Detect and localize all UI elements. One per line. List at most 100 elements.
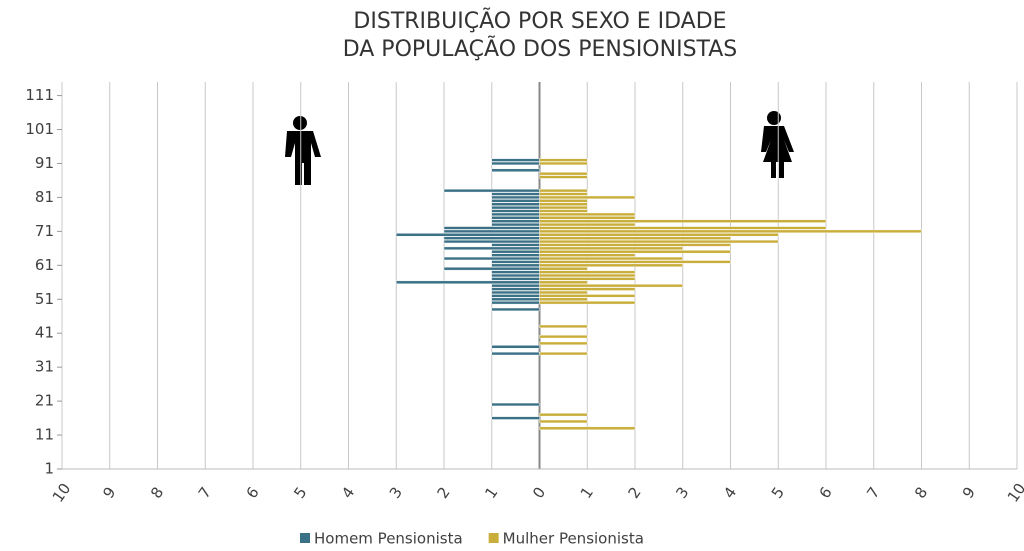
bar [539,253,636,257]
bar [539,284,683,288]
x-tick-label: 6 [815,484,835,502]
bar [539,351,588,356]
y-tick-label: 91 [35,154,54,172]
bar [443,189,540,193]
x-tick-label: 3 [672,484,692,502]
bar [491,192,540,196]
bar [539,209,588,213]
bar [491,250,540,254]
bar [396,233,540,237]
legend-swatch [488,533,499,543]
bar [539,243,731,247]
male-icon [285,116,321,185]
bar [539,189,588,193]
bar [443,267,540,271]
bar [491,205,540,210]
bar [539,158,588,162]
legend-swatch [300,533,310,543]
bar [491,284,540,288]
x-tick-label: 0 [529,484,549,502]
bar [539,263,683,267]
bar [491,351,540,356]
y-tick-label: 111 [25,86,54,104]
bar [539,175,588,179]
legend-label: Homem Pensionista [314,530,463,548]
legend-label: Mulher Pensionista [503,530,644,548]
x-tick-label: 1 [577,484,597,502]
y-tick-label: 81 [35,188,54,206]
bar [491,301,540,305]
bar [539,250,731,254]
y-tick-label: 21 [35,392,54,410]
bar [539,334,588,339]
x-tick-label: 5 [768,484,788,502]
bar [491,416,540,420]
bar [491,297,540,301]
x-tick-label: 3 [386,484,406,502]
bar [539,236,731,240]
bar [491,270,540,274]
y-tick-label: 31 [35,358,54,376]
bar [491,307,540,312]
bar [491,219,540,223]
y-tick-label: 61 [35,256,54,274]
bar [539,301,636,305]
bar [539,297,588,301]
bar [539,226,827,230]
bar [491,345,540,349]
bar [539,199,588,203]
bar [443,246,540,250]
x-tick-label: 7 [863,484,883,502]
bar [491,253,540,257]
bar [491,158,540,162]
bar [491,168,540,172]
x-tick-label: 9 [99,484,119,502]
bar [539,294,636,298]
bar [539,270,636,274]
bar [539,172,588,176]
bar [539,161,588,166]
bar [491,263,540,267]
bar [539,290,588,295]
bar [539,287,636,291]
x-tick-label: 5 [290,484,310,502]
bar [443,236,540,240]
bar [539,205,588,210]
bar [491,294,540,298]
bar [539,202,588,206]
x-tick-label: 10 [49,480,75,506]
bar [491,212,540,217]
bar [539,426,636,430]
bar [491,216,540,220]
bar [539,341,588,346]
bar [539,195,636,200]
bar [539,246,683,250]
bar [539,216,636,220]
x-tick-label: 4 [720,484,740,502]
bar [539,273,636,278]
bar [443,226,540,230]
bar [443,239,540,244]
bar [443,229,540,233]
bar [491,277,540,281]
bar [491,243,540,247]
x-tick-label: 10 [1004,480,1024,506]
bar [491,199,540,203]
x-tick-label: 2 [624,484,644,502]
bar [491,260,540,264]
bar [491,290,540,295]
chart-title: DA POPULAÇÃO DOS PENSIONISTAS [343,35,738,62]
bar [491,402,540,407]
bar [491,209,540,213]
y-tick-label: 71 [35,222,54,240]
bar [491,273,540,278]
x-tick-label: 7 [195,484,215,502]
y-tick-label: 101 [25,120,54,138]
y-tick-label: 41 [35,324,54,342]
bar [539,277,636,281]
bar [443,256,540,261]
bar [539,419,588,424]
bar [539,256,683,261]
y-tick-label: 1 [44,460,54,478]
